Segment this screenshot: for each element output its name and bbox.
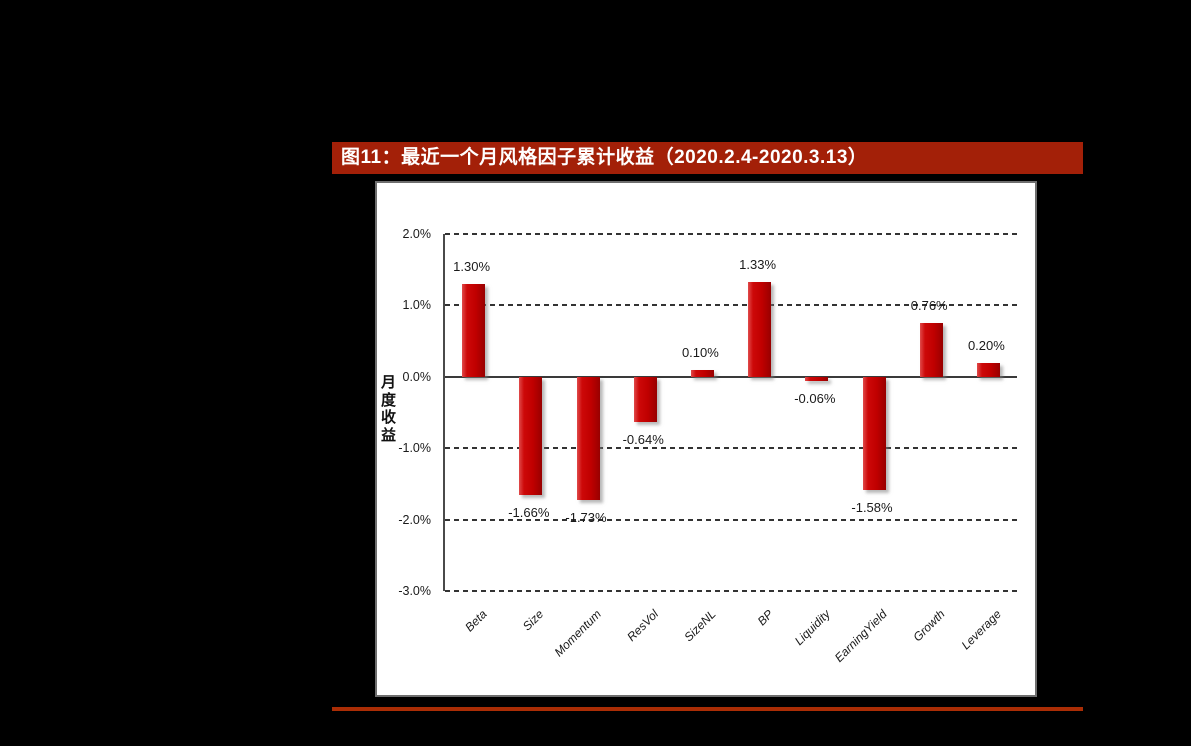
y-axis-title: 月度收益 (381, 375, 397, 444)
bar-momentum (576, 376, 600, 501)
y-axis-tick-label: -3.0% (398, 584, 431, 598)
figure-title-bar: 图11：最近一个月风格因子累计收益（2020.2.4-2020.3.13） (332, 142, 1083, 174)
x-axis-tick-label: Liquidity (791, 607, 833, 649)
data-label: 1.33% (739, 256, 777, 272)
chart-panel: 月度收益 2.0% 1.0% 0.0% -1.0% -2.0% -3.0% 1.30% Bet… (375, 181, 1037, 697)
figure-title: 图11：最近一个月风格因子累计收益（2020.2.4-2020.3.13） (341, 147, 868, 168)
plot-area (443, 233, 1017, 592)
bar-earningyield (862, 376, 886, 490)
y-axis-tick-label: 1.0% (402, 298, 432, 313)
x-axis-tick-label: EarningYield (832, 607, 890, 665)
data-label: 0.76% (910, 297, 948, 313)
x-axis-tick-label: BP (754, 607, 776, 629)
x-axis-tick-label: ResVol (624, 607, 662, 644)
x-axis-tick-label: Beta (462, 607, 490, 635)
data-label: 0.10% (681, 344, 719, 360)
x-axis-tick-label: Leverage (959, 607, 1005, 653)
data-label: -1.73% (565, 510, 607, 526)
gridline (445, 447, 1017, 450)
gridline (445, 304, 1017, 307)
section-divider-rule (332, 707, 1083, 711)
bar-bp (748, 281, 772, 377)
y-axis-tick-label: 2.0% (402, 227, 432, 241)
bar-leverage (976, 362, 1000, 377)
bar-chart: 月度收益 2.0% 1.0% 0.0% -1.0% -2.0% -3.0% 1.30% Bet… (377, 183, 1035, 695)
data-label: -1.58% (851, 499, 893, 515)
x-axis-tick-label: Growth (909, 607, 948, 645)
data-label: 1.30% (453, 258, 491, 274)
y-axis-tick-label: 0.0% (402, 369, 432, 384)
data-label: -1.66% (508, 505, 550, 521)
bar-size (519, 376, 543, 496)
x-axis-tick-label: Size (520, 607, 547, 634)
bar-sizenl (690, 369, 714, 377)
gridline (445, 518, 1017, 521)
x-axis-tick-label: Momentum (551, 607, 604, 660)
gridline (445, 233, 1017, 235)
y-axis-tick-label: -1.0% (398, 441, 431, 456)
data-label: -0.64% (622, 432, 664, 448)
data-label: -0.06% (794, 391, 836, 407)
bar-growth (919, 322, 943, 377)
gridline (445, 590, 1017, 592)
zero-axis-line (445, 375, 1017, 378)
bar-liquidity (805, 376, 829, 382)
x-axis-tick-label: SizeNL (681, 607, 719, 645)
bar-resvol (633, 376, 657, 423)
data-label: 0.20% (967, 337, 1005, 353)
y-axis-tick-label: -2.0% (398, 512, 431, 527)
bar-beta (462, 283, 486, 377)
